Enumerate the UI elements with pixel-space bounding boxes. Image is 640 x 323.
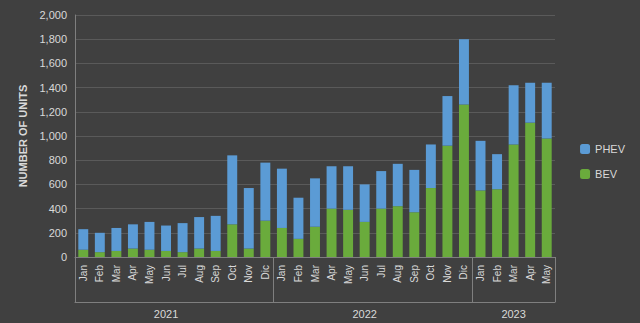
svg-text:Dic: Dic: [458, 265, 469, 279]
svg-text:0: 0: [61, 251, 67, 263]
svg-text:Mar: Mar: [111, 264, 122, 282]
svg-text:600: 600: [49, 178, 67, 190]
svg-text:Jan: Jan: [276, 265, 287, 281]
svg-text:200: 200: [49, 227, 67, 239]
svg-text:2021: 2021: [154, 308, 178, 320]
svg-text:Jan: Jan: [475, 265, 486, 281]
svg-text:Jun: Jun: [359, 265, 370, 281]
svg-text:800: 800: [49, 154, 67, 166]
svg-text:Feb: Feb: [94, 265, 105, 283]
svg-text:Jul: Jul: [376, 265, 387, 278]
svg-text:Feb: Feb: [293, 265, 304, 283]
svg-text:Feb: Feb: [492, 265, 503, 283]
svg-text:1,400: 1,400: [39, 82, 67, 94]
svg-text:May: May: [343, 265, 354, 284]
svg-text:2023: 2023: [501, 308, 525, 320]
svg-text:1,600: 1,600: [39, 57, 67, 69]
svg-text:2,000: 2,000: [39, 9, 67, 21]
svg-text:Aug: Aug: [194, 265, 205, 283]
svg-text:Oct: Oct: [425, 265, 436, 281]
svg-text:May: May: [541, 265, 552, 284]
svg-text:Dic: Dic: [260, 265, 271, 279]
svg-text:Nov: Nov: [442, 265, 453, 283]
svg-text:Jul: Jul: [177, 265, 188, 278]
svg-text:Aug: Aug: [392, 265, 403, 283]
svg-text:Apr: Apr: [525, 264, 536, 280]
svg-text:1,200: 1,200: [39, 106, 67, 118]
svg-text:May: May: [144, 265, 155, 284]
svg-text:Nov: Nov: [243, 265, 254, 283]
svg-text:Mar: Mar: [310, 264, 321, 282]
svg-text:Sep: Sep: [409, 265, 420, 283]
svg-text:1,800: 1,800: [39, 33, 67, 45]
svg-text:PHEV: PHEV: [595, 143, 626, 155]
svg-text:2022: 2022: [352, 308, 376, 320]
svg-text:Mar: Mar: [508, 264, 519, 282]
svg-text:Oct: Oct: [227, 265, 238, 281]
svg-text:Jun: Jun: [161, 265, 172, 281]
svg-text:400: 400: [49, 203, 67, 215]
svg-text:BEV: BEV: [595, 168, 618, 180]
svg-text:Sep: Sep: [210, 265, 221, 283]
svg-text:NUMBER OF UNITS: NUMBER OF UNITS: [17, 85, 29, 188]
svg-text:Apr: Apr: [326, 264, 337, 280]
svg-text:Apr: Apr: [127, 264, 138, 280]
svg-text:Jan: Jan: [78, 265, 89, 281]
svg-text:1,000: 1,000: [39, 130, 67, 142]
